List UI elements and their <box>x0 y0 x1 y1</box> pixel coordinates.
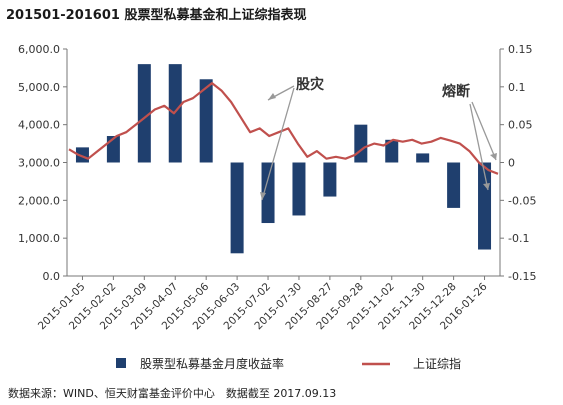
y-right-tick-label: -0.15 <box>508 270 536 283</box>
annotation-crash-label: 股灾 <box>296 76 325 93</box>
y-left-tick-label: 0.0 <box>43 270 61 283</box>
y-left-tick-label: 3,000.0 <box>18 157 60 170</box>
y-right-tick-label: -0.1 <box>508 232 529 245</box>
legend-label-line: 上证综指 <box>413 356 461 371</box>
y-left-tick-label: 4,000.0 <box>18 119 60 132</box>
y-right-tick-label: 0.1 <box>508 81 526 94</box>
chart-title: 201501-201601 股票型私募基金和上证综指表现 <box>6 8 307 23</box>
y-right-tick-label: 0 <box>508 157 515 170</box>
bar <box>385 139 399 163</box>
bar <box>354 124 368 163</box>
annotation-circuit-breaker-arrow <box>471 101 497 161</box>
bar <box>199 79 213 163</box>
annotation-circuit-breaker-arrowhead <box>483 183 490 190</box>
bar <box>137 64 151 163</box>
legend-swatch-bar <box>116 358 126 368</box>
y-right-tick-label: 0.05 <box>508 119 533 132</box>
annotation-crash-arrowhead <box>260 192 266 200</box>
y-left-tick-label: 5,000.0 <box>18 81 60 94</box>
annotation-crash-arrowhead <box>268 93 276 100</box>
y-left-tick-label: 2,000.0 <box>18 194 60 207</box>
bar <box>292 162 306 216</box>
bar <box>447 162 461 208</box>
bar <box>323 162 337 197</box>
index-line <box>68 81 499 175</box>
y-left-tick-label: 6,000.0 <box>18 43 60 56</box>
bar <box>416 153 430 163</box>
bar <box>106 136 120 163</box>
y-right-tick-label: 0.15 <box>508 43 533 56</box>
bar <box>261 162 275 224</box>
annotation-circuit-breaker-arrow <box>469 103 489 191</box>
annotation-crash-arrow <box>261 87 295 201</box>
annotation-circuit-breaker-arrowhead <box>490 153 497 160</box>
bar <box>230 162 244 254</box>
y-left-tick-label: 1,000.0 <box>18 232 60 245</box>
annotation-circuit-breaker-label: 熔断 <box>442 83 470 100</box>
y-right-tick-label: -0.05 <box>508 194 536 207</box>
legend-label-bar: 股票型私募基金月度收益率 <box>140 356 284 371</box>
source-note: 数据来源：WIND、恒天财富基金评价中心 数据截至 2017.09.13 <box>8 387 337 400</box>
